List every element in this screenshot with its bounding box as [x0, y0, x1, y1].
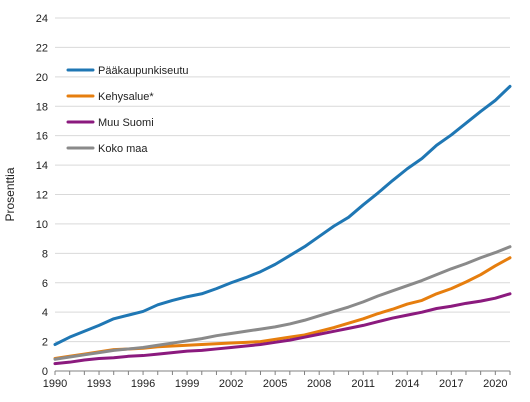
y-tick-label: 6	[42, 278, 48, 290]
x-tick-label: 2017	[439, 378, 463, 390]
legend-label-1: Kehysalue*	[98, 91, 154, 103]
x-tick-label: 1990	[43, 378, 67, 390]
series-line-2	[53, 292, 512, 366]
y-tick-label: 8	[42, 248, 48, 260]
y-tick-label: 12	[36, 190, 48, 202]
y-tick-label: 0	[42, 366, 48, 378]
x-tick-label: 1993	[87, 378, 111, 390]
x-tick-label: 2020	[483, 378, 507, 390]
gridlines	[55, 17, 510, 343]
y-tick-label: 20	[36, 72, 48, 84]
y-tick-label: 22	[36, 42, 48, 54]
y-tick-label: 16	[36, 131, 48, 143]
y-tick-label: 14	[36, 160, 48, 172]
x-tick-label: 2002	[219, 378, 243, 390]
y-axis-title: Prosenttia	[3, 167, 17, 221]
x-tick-label: 1999	[175, 378, 199, 390]
series-line-3	[53, 245, 512, 361]
y-tick-label: 4	[42, 307, 48, 319]
x-tick-label: 2011	[351, 378, 375, 390]
legend: Pääkaupunkiseutu Kehysalue* Muu Suomi Koko …	[66, 65, 189, 155]
x-tick-label: 2014	[395, 378, 419, 390]
legend-label-2: Muu Suomi	[98, 117, 154, 129]
x-tick-label: 2005	[263, 378, 287, 390]
x-tick-label: 1996	[131, 378, 155, 390]
x-tick-label: 2008	[307, 378, 331, 390]
legend-label-0: Pääkaupunkiseutu	[98, 65, 189, 77]
y-tick-label: 18	[36, 101, 48, 113]
y-tick-label: 10	[36, 219, 48, 231]
series-line-0	[53, 84, 512, 347]
y-tick-label: 2	[42, 337, 48, 349]
y-tick-label: 24	[36, 13, 48, 25]
legend-label-3: Koko maa	[98, 143, 148, 155]
series-lines	[53, 84, 512, 366]
